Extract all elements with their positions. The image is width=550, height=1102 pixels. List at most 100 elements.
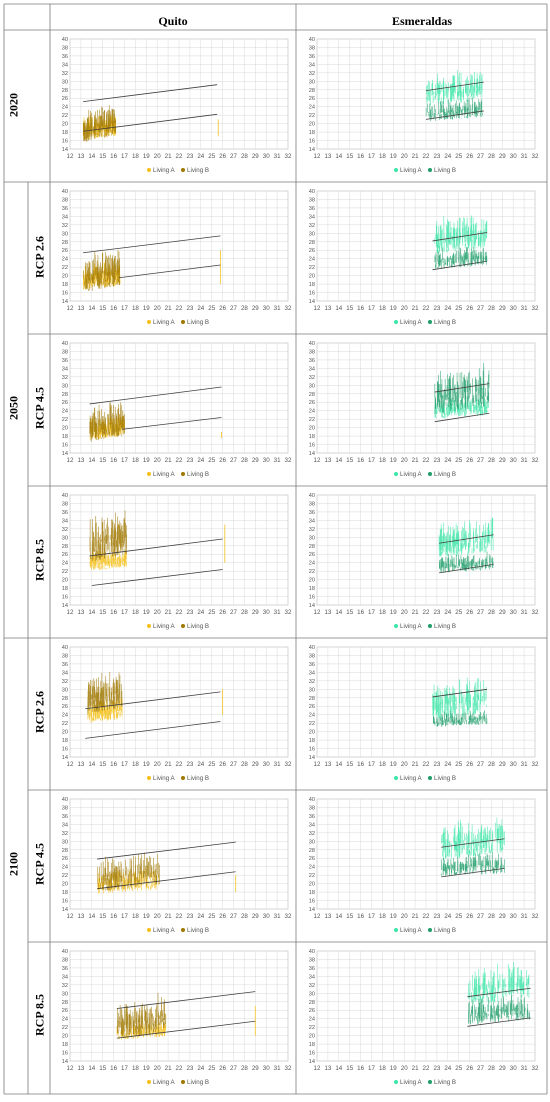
x-tick-label: 29	[252, 609, 259, 616]
x-tick-label: 24	[444, 913, 451, 920]
x-tick-label: 28	[241, 761, 248, 768]
series-living-a	[426, 70, 483, 107]
y-tick-label: 26	[309, 248, 315, 254]
x-tick-label: 28	[488, 761, 495, 768]
y-tick-label: 36	[62, 662, 68, 668]
y-tick-label: 16	[62, 443, 68, 449]
x-tick-label: 19	[143, 761, 150, 768]
series-living-b	[117, 992, 167, 1037]
x-tick-label: 30	[510, 457, 517, 464]
x-tick-label: 25	[455, 457, 462, 464]
chart-e2020: 14 16 18 20 22 24 26 28 30 32 34 36 38 40 12 13 14 15 16 17…	[301, 33, 541, 184]
y-tick-label: 16	[309, 139, 315, 145]
y-tick-label: 26	[309, 856, 315, 862]
x-tick-label: 15	[99, 1065, 106, 1072]
x-tick-label: 32	[532, 609, 539, 616]
legend-marker	[181, 472, 185, 476]
legend-marker	[147, 168, 151, 172]
y-tick-label: 26	[309, 704, 315, 710]
x-tick-label: 25	[455, 609, 462, 616]
y-tick-label: 38	[62, 805, 68, 811]
x-tick-label: 28	[488, 609, 495, 616]
x-tick-label: 32	[285, 609, 292, 616]
x-tick-label: 27	[477, 305, 484, 312]
x-tick-label: 14	[88, 457, 95, 464]
x-tick-label: 22	[176, 153, 183, 160]
legend-marker	[181, 320, 185, 324]
x-tick-label: 12	[67, 913, 74, 920]
x-tick-label: 24	[197, 761, 204, 768]
legend-marker	[181, 168, 185, 172]
x-tick-label: 12	[67, 609, 74, 616]
scenario-label-2100-rcp85: RCP 8.5	[32, 994, 47, 1036]
comfort-line	[441, 838, 505, 848]
series-living-a	[438, 517, 494, 557]
comfort-line	[432, 688, 488, 698]
x-tick-label: 26	[219, 305, 226, 312]
x-tick-label: 19	[143, 305, 150, 312]
x-tick-label: 28	[488, 457, 495, 464]
x-tick-label: 32	[532, 153, 539, 160]
chart-svg-q2050a: 14 16 18 20 22 24 26 28 30 32 34 36 38 40 12 13 14 15 16 17…	[62, 189, 292, 326]
x-tick-label: 30	[263, 913, 270, 920]
y-tick-label: 32	[62, 679, 68, 685]
y-tick-label: 38	[309, 501, 315, 507]
x-tick-label: 21	[165, 913, 172, 920]
x-tick-label: 27	[230, 153, 237, 160]
x-tick-label: 28	[241, 1065, 248, 1072]
y-tick-label: 26	[62, 856, 68, 862]
comfort-line	[432, 232, 488, 242]
x-tick-label: 14	[88, 609, 95, 616]
x-tick-label: 30	[510, 913, 517, 920]
y-tick-label: 36	[309, 358, 315, 364]
y-tick-label: 30	[309, 79, 315, 85]
x-tick-label: 14	[88, 1065, 95, 1072]
legend-label: Living B	[434, 471, 456, 478]
x-tick-label: 31	[521, 761, 528, 768]
legend-label: Living A	[400, 623, 423, 630]
x-tick-label: 30	[263, 305, 270, 312]
x-tick-label: 27	[230, 1065, 237, 1072]
y-tick-label: 32	[62, 983, 68, 989]
x-tick-label: 24	[197, 153, 204, 160]
y-tick-label: 20	[62, 274, 68, 280]
legend-marker	[147, 776, 151, 780]
x-tick-label: 14	[335, 609, 342, 616]
series-living-b	[89, 402, 125, 442]
x-tick-label: 31	[521, 913, 528, 920]
plot-area	[316, 798, 536, 910]
x-tick-label: 18	[132, 913, 139, 920]
y-tick-label: 26	[62, 552, 68, 558]
chart-e2050b: 14 16 18 20 22 24 26 28 30 32 34 36 38 40 12 13 14 15 16 17…	[301, 337, 541, 488]
y-tick-label: 22	[309, 569, 315, 575]
x-tick-label: 27	[477, 457, 484, 464]
y-tick-label: 34	[309, 518, 315, 524]
legend-marker	[181, 1080, 185, 1084]
x-tick-label: 31	[274, 1065, 281, 1072]
x-tick-label: 21	[412, 913, 419, 920]
x-tick-label: 18	[379, 457, 386, 464]
y-tick-label: 24	[62, 409, 68, 415]
legend-marker	[394, 776, 398, 780]
x-tick-label: 25	[208, 609, 215, 616]
x-tick-label: 15	[99, 305, 106, 312]
comfort-line	[122, 417, 222, 430]
chart-svg-e2050c: 14 16 18 20 22 24 26 28 30 32 34 36 38 40 12 13 14 15 16 17…	[309, 493, 539, 630]
legend-label: Living A	[153, 1079, 176, 1086]
y-tick-label: 28	[62, 696, 68, 702]
scenario-label-2100-rcp26: RCP 2.6	[32, 691, 47, 733]
x-tick-label: 18	[132, 153, 139, 160]
x-tick-label: 20	[401, 153, 408, 160]
x-tick-label: 31	[274, 305, 281, 312]
y-tick-label: 32	[309, 223, 315, 229]
x-tick-label: 31	[274, 153, 281, 160]
legend-marker	[428, 624, 432, 628]
x-tick-label: 21	[165, 1065, 172, 1072]
y-tick-label: 18	[309, 738, 315, 744]
y-tick-label: 20	[309, 426, 315, 432]
x-tick-label: 20	[154, 457, 161, 464]
chart-e2050c: 14 16 18 20 22 24 26 28 30 32 34 36 38 40 12 13 14 15 16 17…	[301, 489, 541, 640]
comfort-line	[116, 1020, 256, 1039]
x-tick-label: 23	[433, 761, 440, 768]
x-tick-label: 22	[423, 609, 430, 616]
